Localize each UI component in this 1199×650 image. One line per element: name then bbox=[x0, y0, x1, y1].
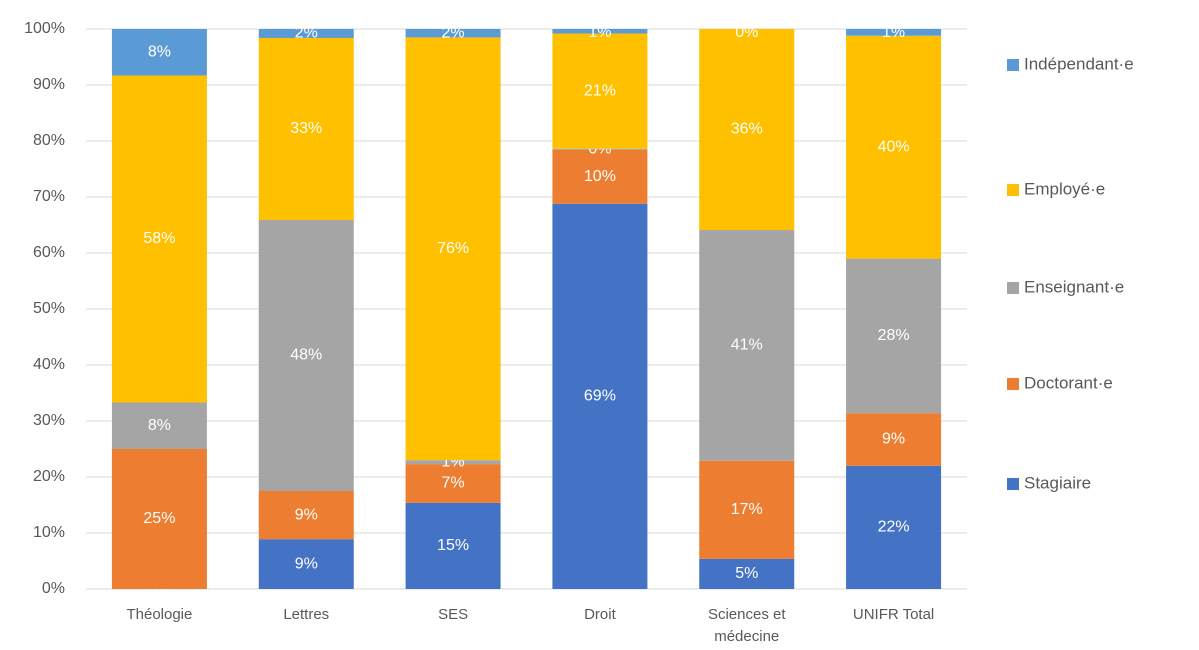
data-label: 28% bbox=[878, 327, 910, 344]
data-label: 17% bbox=[731, 501, 763, 518]
data-label: 2% bbox=[442, 24, 465, 41]
data-label: 2% bbox=[295, 25, 318, 42]
bar-segment bbox=[699, 558, 795, 589]
y-tick-label: 80% bbox=[33, 132, 65, 149]
bar-segment bbox=[846, 465, 942, 589]
bar-segment bbox=[405, 502, 501, 589]
bar-segment bbox=[111, 29, 207, 76]
bar-segment bbox=[111, 75, 207, 403]
y-tick-label: 100% bbox=[24, 20, 65, 37]
data-label: 1% bbox=[882, 24, 905, 41]
data-label: 10% bbox=[584, 168, 616, 185]
bar-segment bbox=[552, 33, 648, 149]
bar-segment bbox=[846, 35, 942, 259]
data-label: 9% bbox=[295, 555, 318, 572]
data-label: 5% bbox=[735, 565, 758, 582]
y-tick-label: 30% bbox=[33, 412, 65, 429]
bar-segment bbox=[699, 29, 795, 231]
legend-label: Stagiaire bbox=[1024, 473, 1091, 492]
data-label: 58% bbox=[143, 230, 175, 247]
data-label: 8% bbox=[148, 417, 171, 434]
data-label: 8% bbox=[148, 43, 171, 60]
legend-swatch bbox=[1007, 478, 1019, 490]
y-tick-label: 60% bbox=[33, 244, 65, 261]
y-tick-label: 10% bbox=[33, 524, 65, 541]
x-tick-label: Droit bbox=[584, 606, 617, 623]
bar-segment bbox=[258, 37, 354, 220]
x-tick-label: UNIFR Total bbox=[853, 606, 934, 623]
bar-segment bbox=[258, 219, 354, 491]
y-tick-label: 20% bbox=[33, 468, 65, 485]
bar-segment bbox=[846, 413, 942, 466]
x-tick-label: SES bbox=[438, 606, 468, 623]
data-label: 1% bbox=[588, 24, 611, 41]
data-label: 9% bbox=[882, 431, 905, 448]
data-label: 36% bbox=[731, 121, 763, 138]
bar-segment bbox=[405, 29, 501, 38]
bar-segment bbox=[552, 29, 648, 34]
x-tick-label: Sciences et médecine bbox=[708, 606, 786, 645]
bar-segment bbox=[699, 230, 795, 461]
bar-segment bbox=[111, 449, 207, 589]
legend-label: Employé·e bbox=[1024, 179, 1105, 198]
y-tick-label: 70% bbox=[33, 188, 65, 205]
data-label: 7% bbox=[442, 475, 465, 492]
data-label: 41% bbox=[731, 337, 763, 354]
data-label: 69% bbox=[584, 388, 616, 405]
data-label: 9% bbox=[295, 506, 318, 523]
legend-label: Doctorant·e bbox=[1024, 373, 1113, 392]
bar-segment bbox=[258, 539, 354, 589]
y-tick-label: 90% bbox=[33, 76, 65, 93]
legend-swatch bbox=[1007, 184, 1019, 196]
bar-segment bbox=[699, 460, 795, 559]
y-tick-label: 50% bbox=[33, 300, 65, 317]
legend-label: Enseignant·e bbox=[1024, 277, 1124, 296]
bar-segment bbox=[405, 460, 501, 465]
data-label: 40% bbox=[878, 138, 910, 155]
legend-swatch bbox=[1007, 59, 1019, 71]
x-tick-label: Lettres bbox=[283, 606, 329, 623]
bar-segment bbox=[552, 149, 648, 204]
bar-segment bbox=[552, 148, 648, 150]
legend-swatch bbox=[1007, 282, 1019, 294]
y-tick-label: 40% bbox=[33, 356, 65, 373]
bar-segment bbox=[405, 464, 501, 503]
bar-segment bbox=[258, 491, 354, 540]
data-label: 48% bbox=[290, 347, 322, 364]
bar-segment bbox=[405, 37, 501, 461]
bar-segment bbox=[846, 29, 942, 36]
bar-segment bbox=[552, 203, 648, 589]
bar-segment bbox=[846, 258, 942, 414]
y-tick-label: 0% bbox=[42, 580, 65, 597]
data-label: 25% bbox=[143, 510, 175, 527]
data-label: 0% bbox=[735, 24, 758, 41]
legend-swatch bbox=[1007, 378, 1019, 390]
bar-segment bbox=[111, 402, 207, 449]
x-tick-label: Théologie bbox=[126, 606, 192, 623]
legend-label: Indépendant·e bbox=[1024, 54, 1134, 73]
data-label: 76% bbox=[437, 240, 469, 257]
data-label: 22% bbox=[878, 519, 910, 536]
data-label: 33% bbox=[290, 120, 322, 137]
data-label: 15% bbox=[437, 537, 469, 554]
bar-segment bbox=[258, 29, 354, 38]
data-label: 21% bbox=[584, 82, 616, 99]
